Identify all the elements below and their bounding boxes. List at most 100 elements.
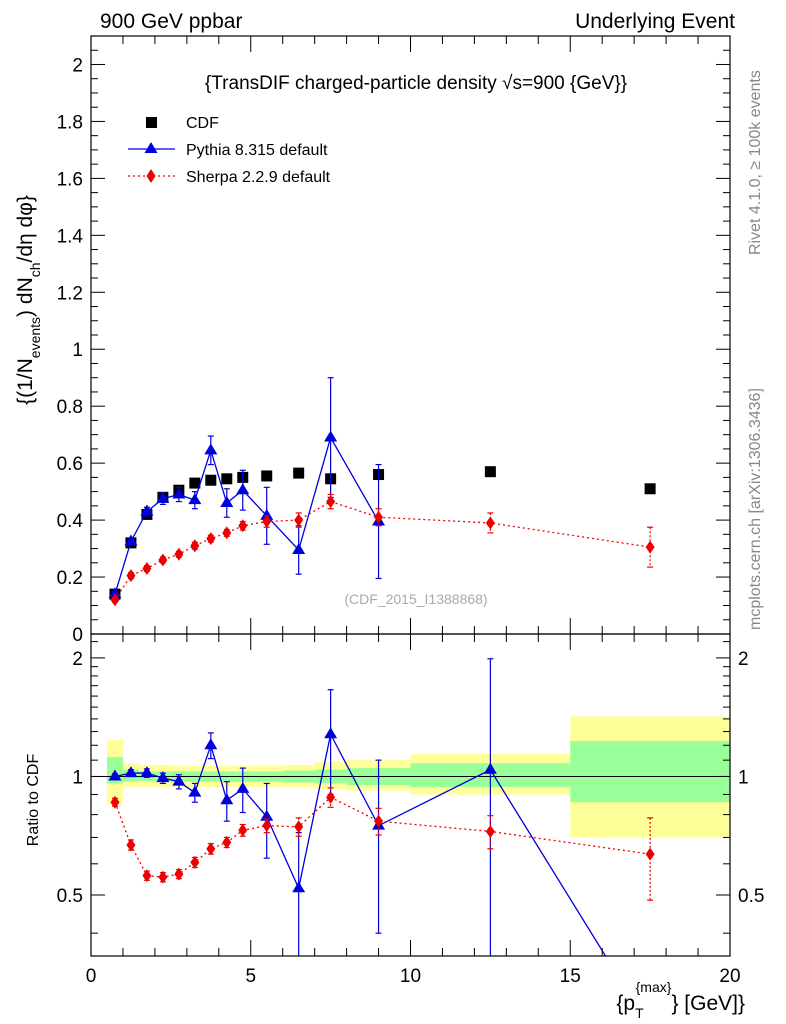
data-point-sherpa bbox=[126, 569, 136, 583]
legend-marker-cdf bbox=[146, 117, 157, 128]
data-point-cdf bbox=[221, 473, 233, 485]
main-axis-ticks: 0 0.2 0.4 0.6 0.8 1 1.2 1.4 1.6 1.8 2 bbox=[57, 36, 731, 646]
ratio-point-sherpa bbox=[238, 823, 248, 837]
xtick-label: 5 bbox=[245, 966, 256, 987]
ratio-ylabel: Ratio to CDF bbox=[25, 754, 42, 847]
data-point-sherpa bbox=[294, 513, 304, 527]
ratio-ytick-label: 1 bbox=[72, 767, 83, 788]
legend-label-pythia: Pythia 8.315 default bbox=[186, 142, 328, 159]
series-line bbox=[114, 435, 380, 595]
ratio-point-sherpa bbox=[374, 814, 384, 828]
data-point-cdf bbox=[189, 477, 201, 489]
series-pythia bbox=[108, 377, 386, 599]
ratio-point-pythia bbox=[204, 738, 218, 750]
data-point-sherpa bbox=[222, 526, 232, 540]
ratio-point-pythia bbox=[188, 785, 202, 797]
header-left: 900 GeV ppbar bbox=[100, 10, 242, 33]
ratio-point-sherpa bbox=[485, 824, 495, 838]
ratio-point-pythia bbox=[260, 809, 274, 821]
side-note-mcplots: mcplots.cern.ch [arXiv:1306.3436] bbox=[747, 388, 764, 630]
data-point-sherpa bbox=[110, 593, 120, 607]
ratio-point-sherpa bbox=[262, 819, 272, 833]
legend-marker-pythia bbox=[144, 142, 158, 153]
data-point-pythia bbox=[188, 493, 202, 505]
main-ytick-label: 0.2 bbox=[57, 568, 83, 589]
data-point-pythia bbox=[172, 487, 186, 499]
data-point-cdf bbox=[293, 467, 305, 479]
series-sherpa bbox=[110, 493, 655, 607]
ylabel-part-a: {(1/N bbox=[14, 358, 37, 405]
analysis-watermark: (CDF_2015_I1388868) bbox=[344, 591, 487, 607]
main-ytick-label: 0 bbox=[72, 625, 83, 646]
data-point-sherpa bbox=[485, 516, 495, 530]
main-ytick-label: 1.6 bbox=[57, 169, 83, 190]
ratio-point-sherpa bbox=[158, 870, 168, 884]
data-point-cdf bbox=[644, 483, 656, 495]
ratio-point-sherpa bbox=[190, 855, 200, 869]
ratio-ytick-label: 2 bbox=[72, 649, 83, 670]
data-point-sherpa bbox=[174, 547, 184, 561]
ratio-series bbox=[108, 658, 655, 956]
xlabel-sub-t: T bbox=[635, 1005, 644, 1021]
data-point-cdf bbox=[205, 474, 217, 486]
data-point-sherpa bbox=[206, 532, 216, 546]
ylabel-part-c: ) dN bbox=[14, 277, 37, 317]
ratio-point-pythia bbox=[220, 793, 234, 805]
data-point-pythia bbox=[140, 504, 154, 516]
header-right: Underlying Event bbox=[575, 10, 735, 33]
xlabel-part-a: {p bbox=[616, 992, 635, 1015]
main-ytick-label: 1.2 bbox=[57, 283, 83, 304]
ratio-point-pythia bbox=[172, 774, 186, 786]
ratio-point-pythia bbox=[140, 766, 154, 778]
ratio-point-pythia bbox=[156, 771, 170, 783]
ratio-point-sherpa bbox=[142, 869, 152, 883]
legend-marker-sherpa bbox=[146, 169, 156, 183]
data-point-sherpa bbox=[142, 562, 152, 576]
main-ytick-label: 0.6 bbox=[57, 454, 83, 475]
ratio-ytick-label-right: 1 bbox=[738, 767, 749, 788]
data-point-cdf bbox=[261, 470, 273, 482]
legend-entry-sherpa: Sherpa 2.2.9 default bbox=[128, 169, 331, 186]
ratio-ytick-label: 0.5 bbox=[57, 886, 83, 907]
xtick-label: 0 bbox=[86, 966, 97, 987]
ratio-point-pythia bbox=[292, 881, 306, 893]
data-point-sherpa bbox=[645, 540, 655, 554]
data-point-pythia bbox=[204, 443, 218, 455]
xlabel-sup-max: {max} bbox=[636, 979, 672, 995]
data-point-cdf bbox=[484, 466, 496, 478]
ratio-point-pythia bbox=[236, 781, 250, 793]
ratio-point-sherpa bbox=[110, 795, 120, 809]
ratio-point-sherpa bbox=[326, 790, 336, 804]
legend-entry-cdf: CDF bbox=[146, 115, 219, 132]
main-ylabel: {(1/Nevents) dNch/dη dφ} bbox=[14, 195, 43, 405]
data-point-pythia bbox=[260, 508, 274, 520]
ratio-ytick-label-right: 2 bbox=[738, 649, 749, 670]
ylabel-sub-ch: ch bbox=[27, 262, 43, 277]
data-point-pythia bbox=[324, 430, 338, 442]
ratio-axis-ticks: 0.5 0.51 12 20 5 10 15 20 bbox=[57, 634, 764, 987]
data-point-pythia bbox=[220, 496, 234, 508]
main-ytick-label: 0.4 bbox=[57, 511, 84, 532]
ratio-point-pythia bbox=[483, 762, 497, 774]
data-point-sherpa bbox=[262, 515, 272, 529]
main-ytick-label: 1 bbox=[72, 340, 83, 361]
ratio-series-sherpa bbox=[110, 787, 655, 901]
ylabel-part-e: /dη dφ} bbox=[14, 195, 37, 262]
main-panel: 0 0.2 0.4 0.6 0.8 1 1.2 1.4 1.6 1.8 2 {TransDIF ch… bbox=[14, 35, 731, 646]
data-point-sherpa bbox=[190, 539, 200, 553]
xtick-label: 10 bbox=[400, 966, 421, 987]
data-point-pythia bbox=[124, 534, 138, 546]
ratio-point-pythia bbox=[108, 769, 122, 781]
data-point-pythia bbox=[292, 542, 306, 554]
ratio-series-pythia bbox=[108, 658, 607, 956]
band-stat bbox=[570, 741, 730, 803]
xtick-label: 15 bbox=[560, 966, 581, 987]
ratio-point-sherpa bbox=[222, 835, 232, 849]
data-point-sherpa bbox=[238, 519, 248, 533]
xlabel-part-b: } [GeV]} bbox=[671, 992, 745, 1015]
main-series bbox=[108, 377, 656, 607]
data-point-sherpa bbox=[326, 495, 336, 509]
ratio-reference-bands bbox=[91, 716, 730, 838]
ratio-point-sherpa bbox=[645, 847, 655, 861]
